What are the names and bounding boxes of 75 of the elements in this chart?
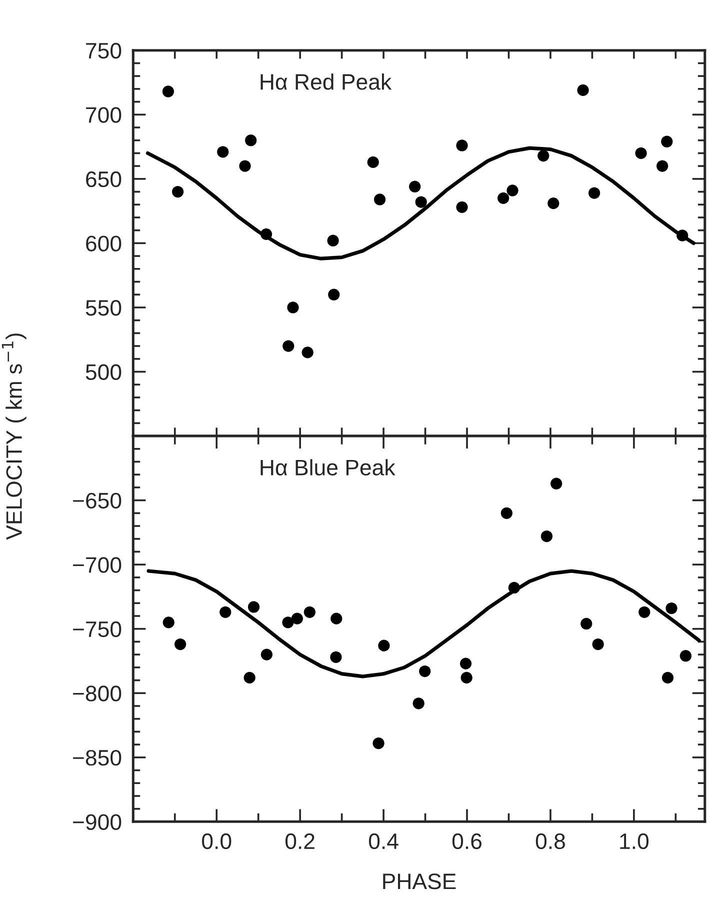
y-tick-label: 500: [86, 364, 122, 380]
point: [506, 184, 518, 196]
point: [409, 180, 421, 192]
y-axis-title: VELOCITY ( km s$^{−1}$): [2, 334, 26, 540]
point: [282, 616, 294, 628]
point: [538, 150, 550, 162]
point: [162, 86, 174, 98]
point: [456, 201, 468, 213]
point: [260, 648, 272, 660]
point: [374, 194, 386, 206]
point: [550, 478, 562, 490]
y-tick-label: 650: [86, 171, 122, 188]
point: [580, 618, 592, 630]
point: [635, 147, 647, 159]
point: [248, 601, 260, 613]
point: [412, 698, 424, 710]
point: [304, 606, 316, 618]
x-tick-label: 0.4: [368, 833, 398, 850]
y-tick-label: −650: [73, 492, 122, 509]
point: [172, 186, 184, 198]
point: [419, 665, 431, 678]
line-series: [146, 569, 701, 678]
x-axis-title: PHASE: [383, 874, 456, 890]
point: [378, 640, 390, 652]
y-tick-label: 550: [86, 300, 122, 316]
point: [330, 651, 342, 663]
point: [239, 160, 251, 172]
point: [460, 672, 472, 684]
point: [662, 672, 674, 684]
y-tick-label: 700: [86, 107, 122, 123]
point: [330, 612, 342, 624]
point: [282, 340, 294, 352]
point: [548, 198, 560, 210]
point: [291, 612, 303, 624]
point: [327, 234, 339, 246]
annotation: Hα Red Peak: [260, 73, 392, 90]
point: [592, 638, 604, 650]
line-series: [146, 146, 696, 260]
point: [656, 160, 668, 172]
point: [460, 658, 472, 670]
point: [372, 737, 384, 750]
point: [638, 606, 650, 618]
point: [367, 156, 379, 168]
y-tick-label: −800: [73, 686, 122, 702]
point: [162, 616, 174, 628]
y-tick-label: −750: [73, 621, 122, 638]
point: [287, 302, 299, 314]
point: [540, 530, 553, 542]
point: [245, 134, 257, 146]
point: [244, 672, 256, 684]
x-tick-label: 0.2: [286, 833, 314, 850]
x-tick-label: 0.0: [202, 833, 232, 850]
x-tick-label: 1.0: [620, 833, 649, 850]
y-tick-label: 750: [86, 42, 122, 59]
point: [456, 140, 468, 152]
x-tick-label: 0.8: [536, 833, 565, 850]
y-tick-label: 600: [86, 236, 122, 252]
y-tick-label: −850: [73, 750, 122, 766]
point: [217, 146, 229, 158]
point: [498, 192, 510, 204]
point: [415, 196, 427, 208]
point: [666, 602, 678, 614]
annotation: Hα Blue Peak: [260, 459, 396, 476]
point: [302, 346, 314, 358]
point: [328, 288, 340, 300]
x-tick-label: 0.6: [452, 833, 482, 850]
point: [220, 606, 232, 618]
y-tick-label: −900: [73, 814, 122, 830]
point: [588, 187, 600, 199]
y-tick-label: −700: [73, 557, 122, 573]
point: [577, 84, 589, 96]
point: [174, 638, 186, 650]
point: [661, 136, 673, 148]
point: [680, 650, 692, 662]
point: [500, 507, 512, 519]
